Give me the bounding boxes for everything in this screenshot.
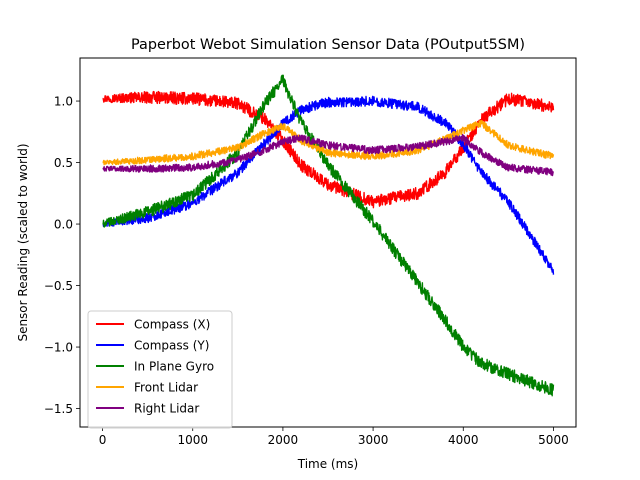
x-tick-label: 4000 [448, 433, 479, 447]
series-layer [102, 74, 555, 397]
y-axis: −1.5 −1.0 −0.5 0.0 0.5 1.0 [44, 95, 80, 416]
x-tick-label: 3000 [358, 433, 389, 447]
series-line-in-plane-gyro [102, 74, 555, 397]
y-tick-label: −1.0 [44, 341, 73, 355]
legend-label: Right Lidar [134, 402, 199, 416]
x-axis-label: Time (ms) [297, 457, 359, 471]
legend-label: Front Lidar [134, 381, 198, 395]
x-tick-label: 2000 [268, 433, 299, 447]
x-tick-label: 5000 [538, 433, 569, 447]
plot-frame [79, 57, 577, 428]
legend-box [87, 310, 233, 429]
y-axis-label: Sensor Reading (scaled to world) [16, 143, 30, 341]
y-tick-label: −0.5 [44, 279, 73, 293]
legend-label: In Plane Gyro [134, 360, 214, 374]
y-tick-label: 0.0 [54, 218, 73, 232]
y-tick-label: 1.0 [54, 95, 73, 109]
legend-label: Compass (X) [134, 318, 210, 332]
x-tick-label: 0 [99, 433, 107, 447]
y-tick-label: −1.5 [44, 402, 73, 416]
x-axis: 0 1000 2000 3000 4000 5000 [99, 427, 569, 447]
series-line-front-lidar [102, 119, 555, 166]
y-tick-label: 0.5 [54, 156, 73, 170]
legend-label: Compass (Y) [134, 339, 209, 353]
chart-legend: Compass (X) Compass (Y) In Plane Gyro Front… [87, 310, 233, 429]
x-tick-label: 1000 [177, 433, 208, 447]
chart-title: Paperbot Webot Simulation Sensor Data (P… [131, 37, 525, 53]
series-line-compass-x [102, 90, 555, 209]
series-line-right-lidar [102, 133, 555, 177]
